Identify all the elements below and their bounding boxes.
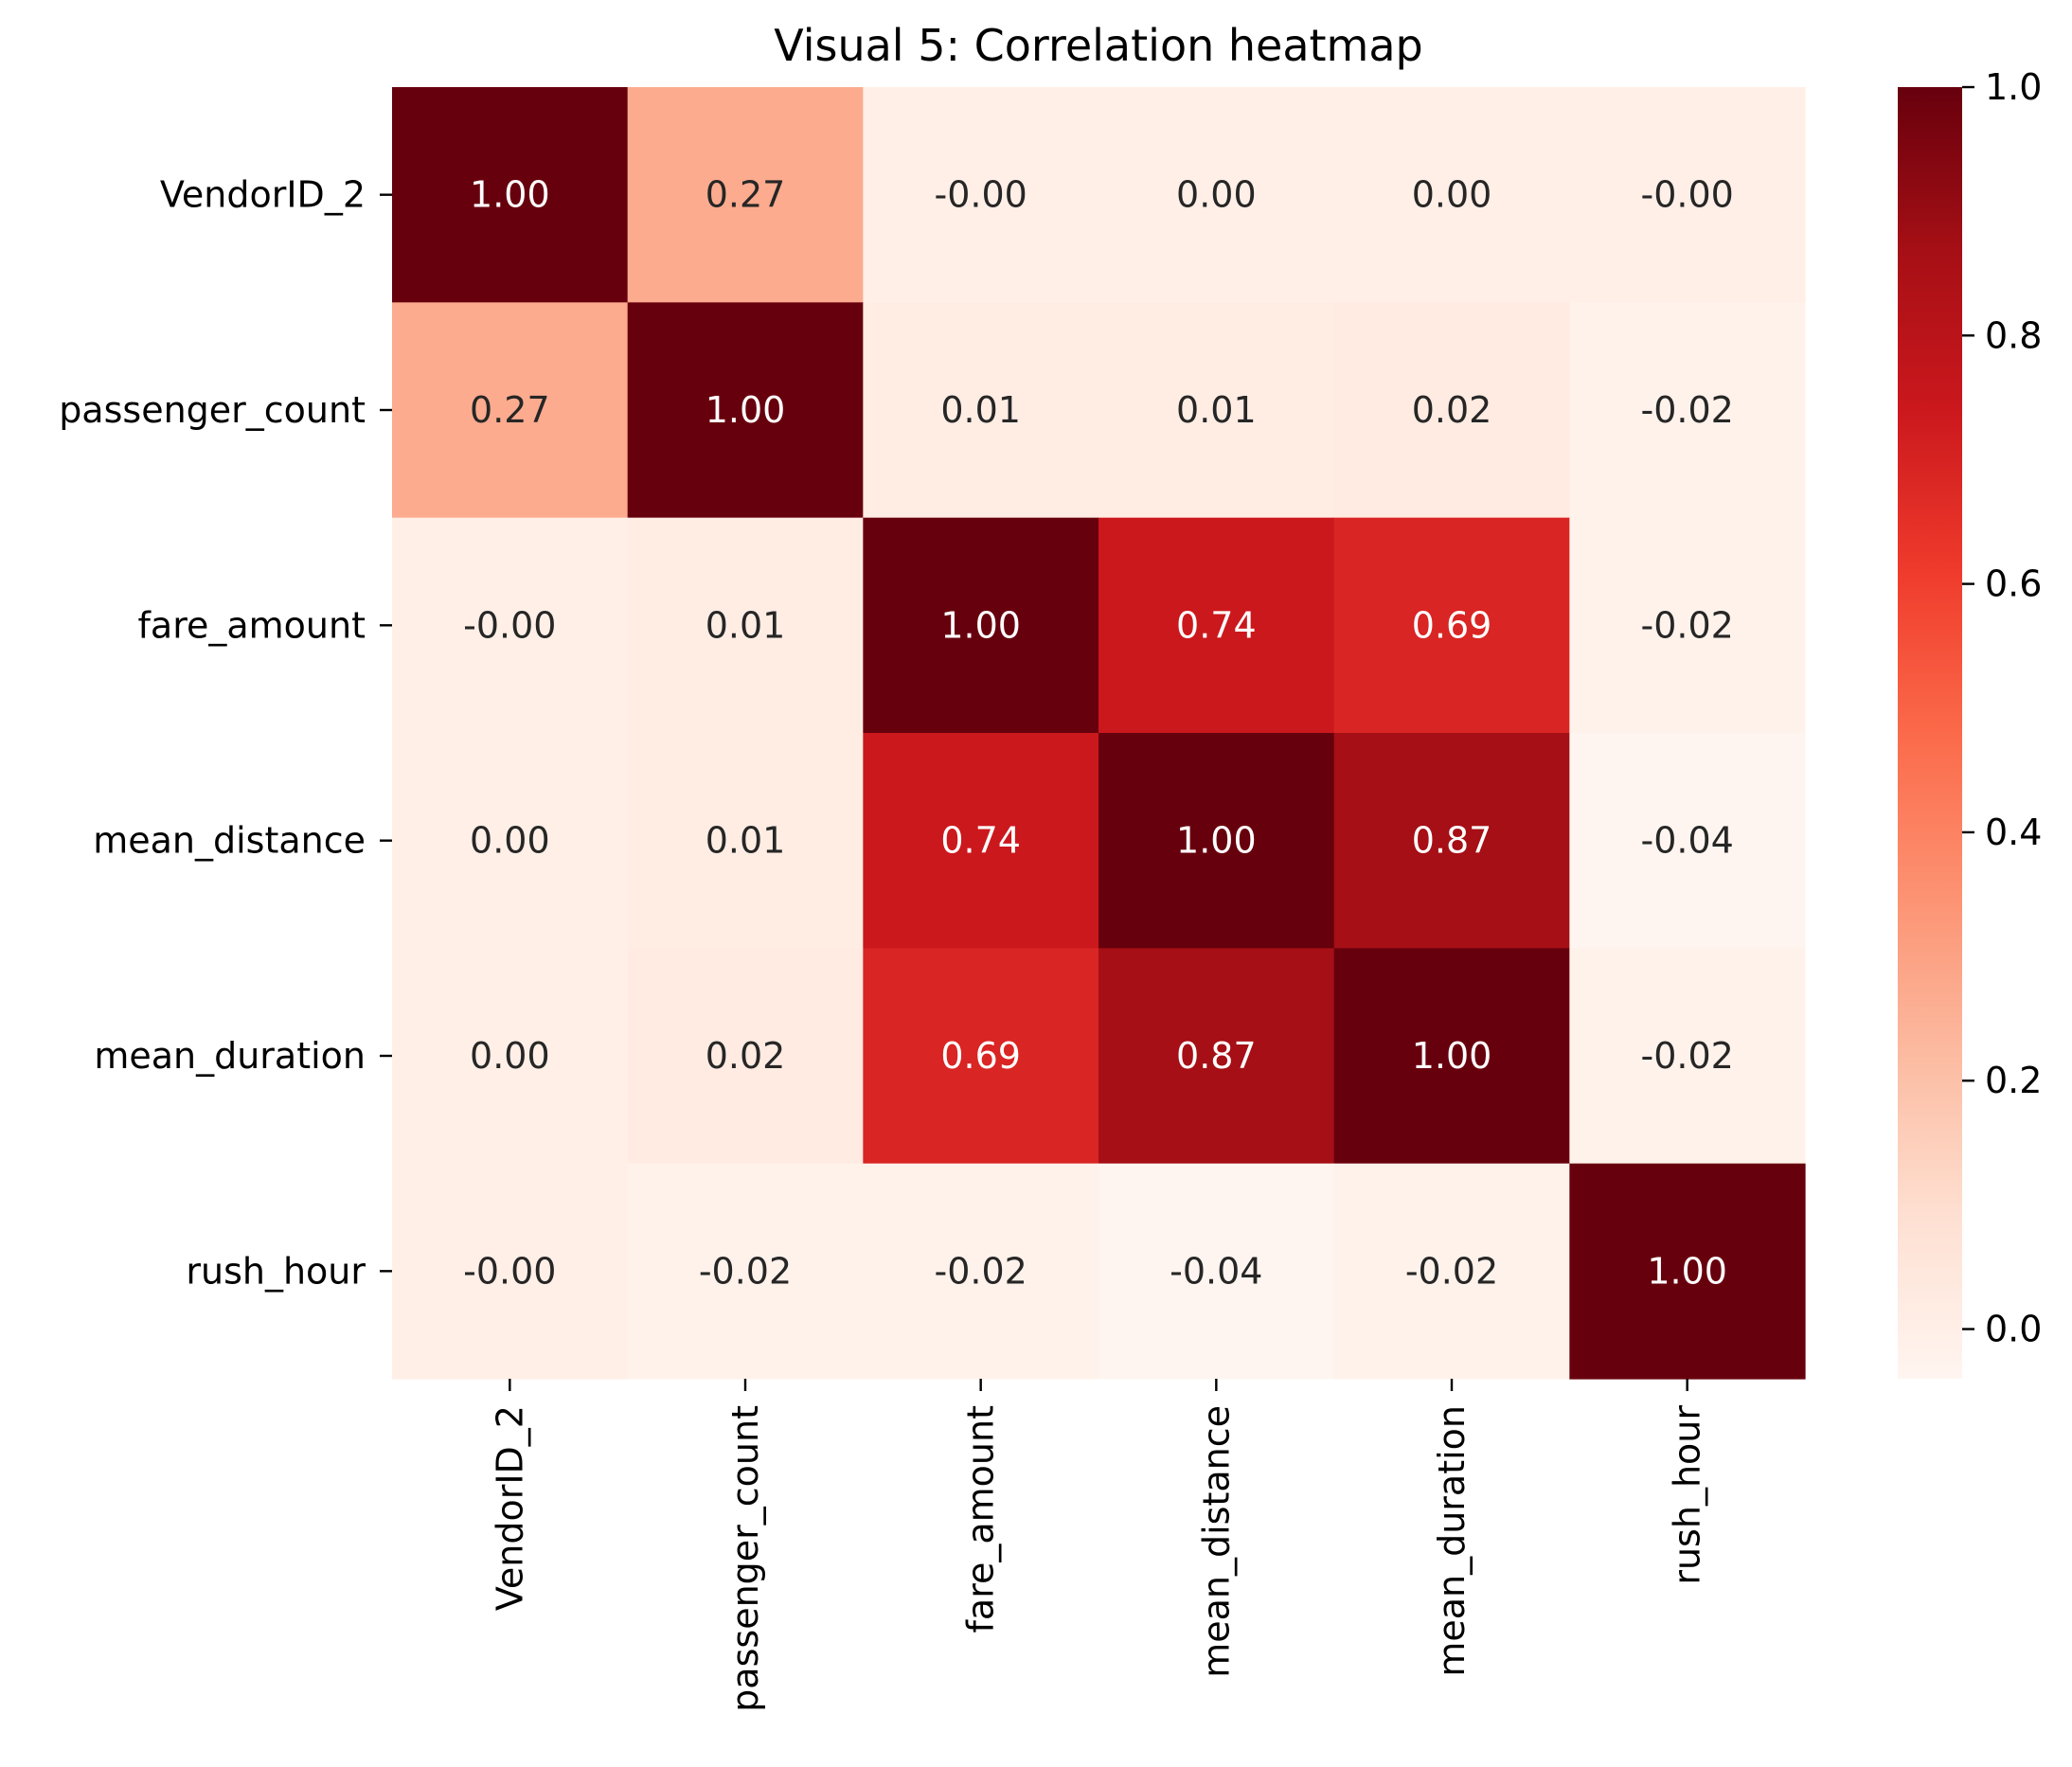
heatmap-cell xyxy=(863,948,1099,1165)
heatmap-cell xyxy=(392,1163,629,1380)
heatmap-cell-label: 1.00 xyxy=(1647,1250,1727,1292)
heatmap-cell-label: 0.74 xyxy=(940,820,1021,862)
heatmap-cell xyxy=(392,87,629,303)
heatmap-cell xyxy=(1099,733,1335,949)
x-tick-label: mean_distance xyxy=(1195,1405,1237,1678)
chart-title: Visual 5: Correlation heatmap xyxy=(774,20,1423,71)
heatmap-cell xyxy=(1099,948,1335,1165)
heatmap-cell xyxy=(392,733,629,949)
heatmap-cell-label: 0.00 xyxy=(470,820,550,862)
colorbar-tick-label: 1.0 xyxy=(1985,66,2042,108)
heatmap-cell-label: 0.00 xyxy=(470,1035,550,1077)
colorbar-tick-label: 0.2 xyxy=(1985,1060,2042,1101)
heatmap-cell-label: 0.02 xyxy=(1412,389,1492,431)
heatmap-cell xyxy=(863,1163,1099,1380)
heatmap-cell xyxy=(1099,87,1335,303)
heatmap-cell xyxy=(1333,302,1570,519)
heatmap-cell-label: 1.00 xyxy=(1412,1035,1492,1077)
heatmap-cell xyxy=(627,1163,864,1380)
heatmap-cell-label: 0.27 xyxy=(706,174,786,216)
heatmap-cell-label: 0.00 xyxy=(1412,174,1492,216)
heatmap-cell-label: 1.00 xyxy=(706,389,786,431)
heatmap-cell-label: -0.00 xyxy=(1641,174,1734,216)
heatmap-cell-label: -0.04 xyxy=(1641,820,1734,862)
heatmap-cell-label: 0.01 xyxy=(1176,389,1257,431)
heatmap-cell xyxy=(1569,302,1806,519)
heatmap-cell xyxy=(1333,517,1570,734)
heatmap-cells xyxy=(392,87,1806,1380)
x-tick-label: passenger_count xyxy=(724,1405,766,1712)
heatmap-cell xyxy=(1333,733,1570,949)
heatmap-cell xyxy=(627,517,864,734)
heatmap-cell-label: 0.69 xyxy=(940,1035,1021,1077)
x-tick-label: rush_hour xyxy=(1667,1405,1708,1585)
heatmap-cell xyxy=(1569,1163,1806,1380)
heatmap-cell xyxy=(863,302,1099,519)
heatmap-cell xyxy=(627,302,864,519)
heatmap-cell-label: 0.01 xyxy=(940,389,1021,431)
heatmap-cell xyxy=(1099,1163,1335,1380)
heatmap-cell-label: 1.00 xyxy=(470,174,550,216)
y-tick-label: rush_hour xyxy=(186,1250,366,1292)
heatmap-cell-label: 0.74 xyxy=(1176,604,1257,646)
heatmap-cell-label: -0.04 xyxy=(1170,1250,1262,1292)
y-tick-label: fare_amount xyxy=(138,604,366,646)
heatmap-cell xyxy=(1099,517,1335,734)
colorbar-tick-label: 0.4 xyxy=(1985,812,2042,853)
heatmap-cell xyxy=(1569,87,1806,303)
heatmap-cell-label: 1.00 xyxy=(1176,820,1257,862)
heatmap-cell xyxy=(863,517,1099,734)
heatmap-cell xyxy=(1333,1163,1570,1380)
x-tick-label: mean_duration xyxy=(1431,1405,1473,1677)
heatmap-cell xyxy=(1569,948,1806,1165)
y-tick-label: mean_distance xyxy=(93,820,366,862)
heatmap-cell xyxy=(1569,517,1806,734)
heatmap-cell-label: -0.02 xyxy=(699,1250,792,1292)
heatmap-cell-label: 0.69 xyxy=(1412,604,1492,646)
heatmap-cell xyxy=(1333,87,1570,303)
x-tick-label: VendorID_2 xyxy=(489,1405,530,1611)
colorbar-tick-label: 0.6 xyxy=(1985,563,2042,605)
heatmap-cell-label: 0.00 xyxy=(1176,174,1257,216)
heatmap-cell-label: 0.87 xyxy=(1412,820,1492,862)
heatmap-cell-label: -0.02 xyxy=(1405,1250,1498,1292)
heatmap-cell-label: -0.02 xyxy=(1641,604,1734,646)
heatmap-cell xyxy=(1099,302,1335,519)
heatmap-cell xyxy=(863,87,1099,303)
heatmap-cell-label: 0.87 xyxy=(1176,1035,1257,1077)
x-tick-label: fare_amount xyxy=(960,1405,1002,1633)
heatmap-cell-label: -0.00 xyxy=(935,174,1027,216)
heatmap-cell-label: 0.27 xyxy=(470,389,550,431)
colorbar-tick-label: 0.8 xyxy=(1985,314,2042,356)
heatmap-cell xyxy=(627,733,864,949)
heatmap-cell xyxy=(627,87,864,303)
heatmap-cell-label: -0.02 xyxy=(1641,1035,1734,1077)
heatmap-cell-label: -0.02 xyxy=(1641,389,1734,431)
heatmap-cell xyxy=(392,517,629,734)
colorbar: 0.0 0.2 0.4 0.6 0.8 1.0 xyxy=(1898,66,2042,1379)
heatmap-cell xyxy=(863,733,1099,949)
y-axis: VendorID_2 passenger_count fare_amountmean… xyxy=(59,174,392,1292)
heatmap-cell-label: -0.00 xyxy=(463,1250,556,1292)
heatmap-cell-label: 0.01 xyxy=(706,604,786,646)
heatmap-cell-label: 0.02 xyxy=(706,1035,786,1077)
colorbar-tick-label: 0.0 xyxy=(1985,1309,2042,1350)
heatmap-cell-label: -0.02 xyxy=(935,1250,1027,1292)
heatmap-cell xyxy=(1569,733,1806,949)
heatmap-cell-label: 1.00 xyxy=(940,604,1021,646)
heatmap-cell-label: 0.01 xyxy=(706,820,786,862)
heatmap-cell-label: -0.00 xyxy=(463,604,556,646)
y-tick-label: mean_duration xyxy=(94,1035,366,1077)
y-tick-label: VendorID_2 xyxy=(160,174,366,216)
heatmap-cell xyxy=(627,948,864,1165)
heatmap-cell-labels: 1.00 0.27 -0.00 0.00 0.00 -0.00 0.27 1.00 0.01 0.… xyxy=(463,174,1734,1293)
x-axis: VendorID_2 passenger_count fare_amount mean… xyxy=(489,1379,1708,1712)
heatmap-cell xyxy=(392,948,629,1165)
heatmap-cell xyxy=(1333,948,1570,1165)
y-tick-label: passenger_count xyxy=(59,389,366,431)
colorbar-gradient xyxy=(1898,87,1962,1379)
heatmap-cell xyxy=(392,302,629,519)
